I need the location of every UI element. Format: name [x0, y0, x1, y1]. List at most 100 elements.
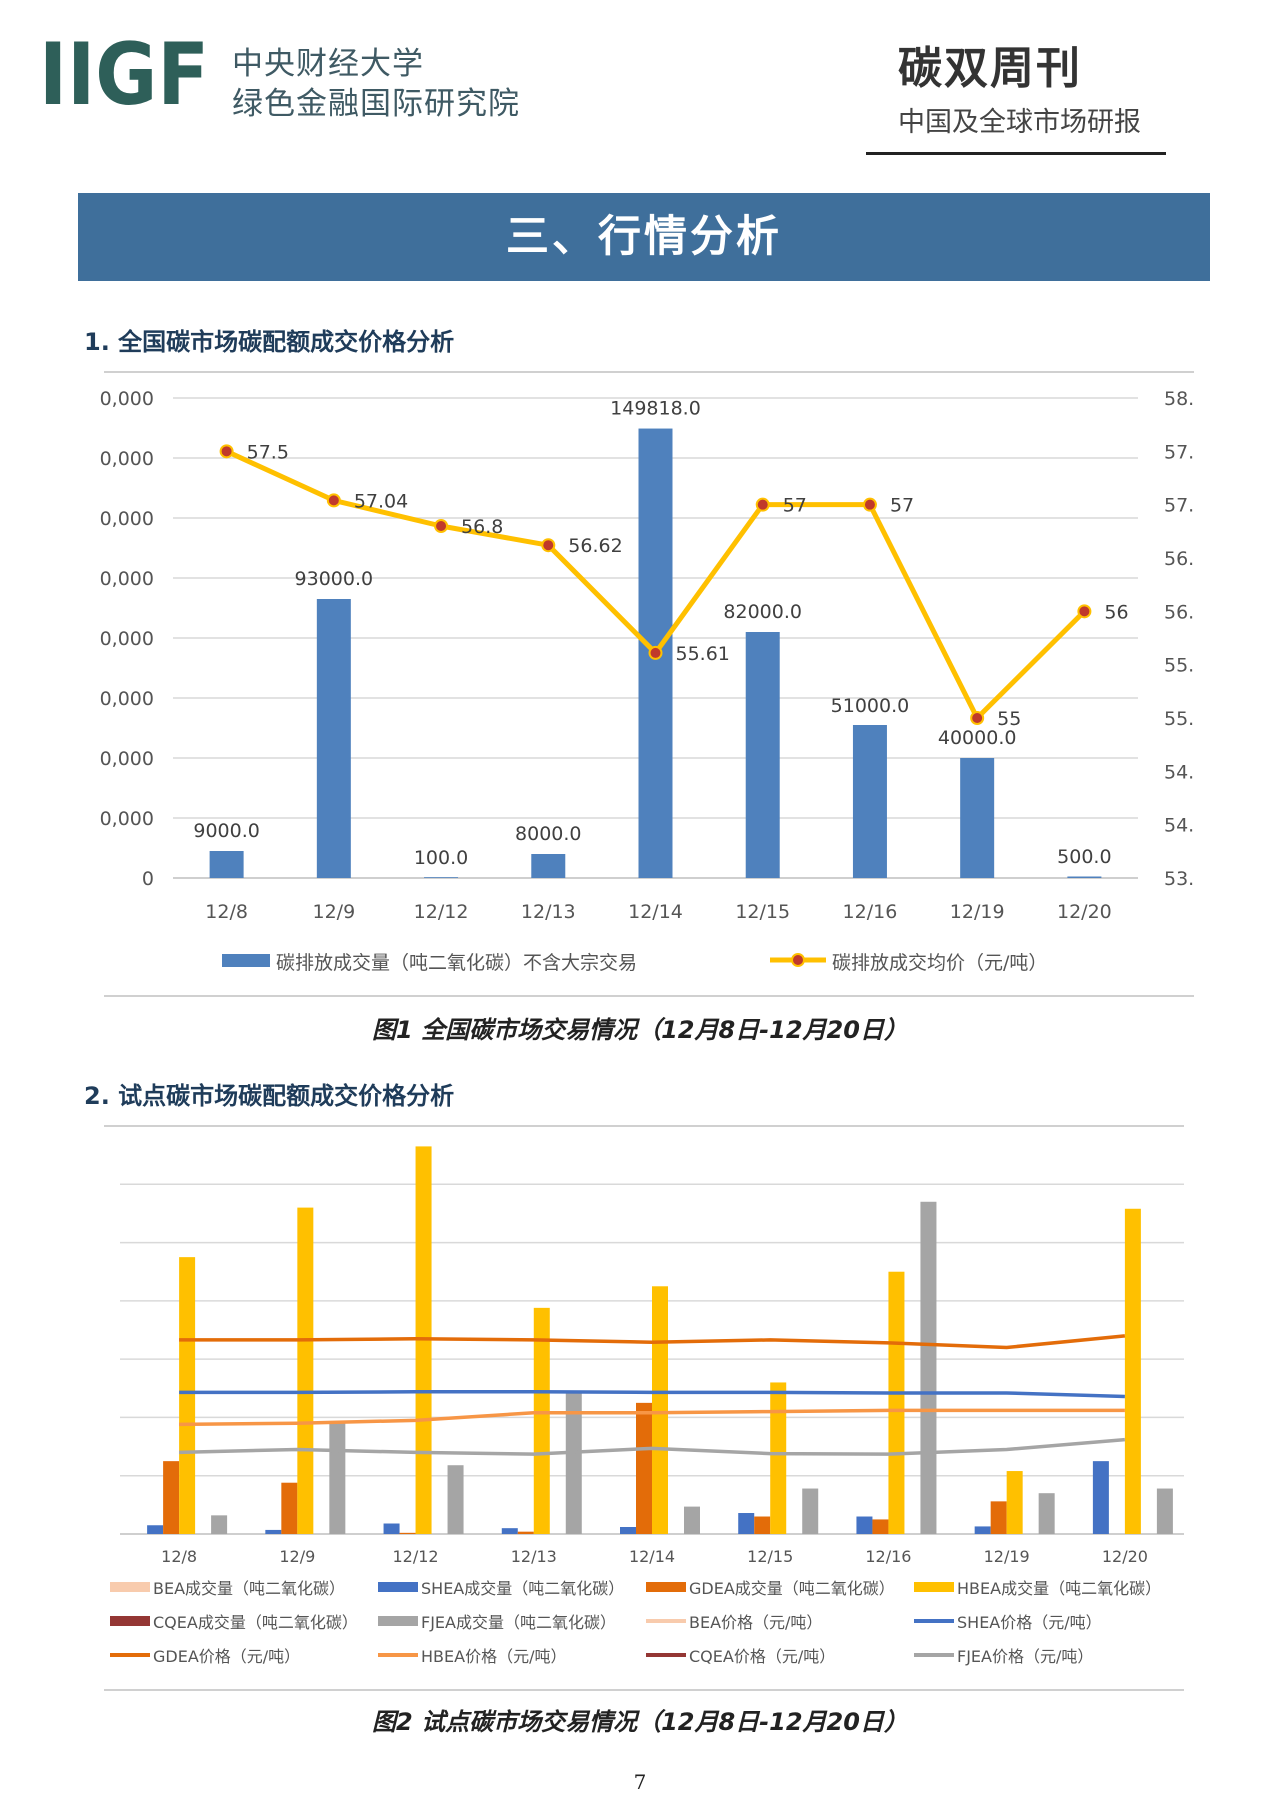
chart1-x-tick: 12/15	[735, 901, 790, 923]
chart1-x-tick: 12/20	[1057, 901, 1112, 923]
chart2-volume-bar	[399, 1532, 416, 1534]
chart2-volume-bar	[565, 1392, 582, 1534]
chart2-volume-bar	[517, 1531, 534, 1534]
chart1-right-tick: 55.	[1164, 655, 1194, 677]
org-name-line2: 绿色金融国际研究院	[232, 86, 520, 122]
chart1-right-tick: 55.	[1164, 708, 1194, 730]
chart1-left-tick: 0,000	[100, 748, 154, 770]
chart1-left-tick: 0,000	[100, 688, 154, 710]
chart2-volume-bar	[684, 1506, 700, 1534]
chart2-volume-bar	[990, 1501, 1007, 1534]
section-banner: 三、行情分析	[78, 193, 1210, 281]
header-rule	[866, 152, 1166, 155]
chart2-volume-bar	[1156, 1488, 1173, 1534]
iigf-logo: IIGF	[39, 38, 209, 108]
chart1-x-tick: 12/13	[521, 901, 576, 923]
chart2-volume-bar	[297, 1207, 314, 1534]
chart1-volume-label: 500.0	[1057, 846, 1111, 868]
chart2-volume-bar	[652, 1286, 668, 1534]
chart1-right-tick: 53.	[1164, 868, 1194, 890]
chart1-price-label: 56	[1104, 601, 1128, 623]
chart1-price-point	[219, 444, 234, 459]
chart1-price-point	[755, 497, 770, 512]
chart1-left-tick: 0,000	[100, 508, 154, 530]
chart1-volume-bar	[960, 758, 995, 878]
chart2-volume-bar	[501, 1528, 518, 1534]
chart2-legend-label: CQEA成交量（吨二氧化碳）	[153, 1613, 358, 1632]
chart1-legend-line-marker	[791, 953, 805, 967]
chart2-x-tick: 12/16	[865, 1547, 911, 1566]
chart1-price-label: 55.61	[676, 643, 730, 665]
chart1-right-tick: 58.	[1164, 388, 1194, 410]
chart1-volume-label: 8000.0	[515, 823, 581, 845]
chart1-left-tick: 0,000	[100, 448, 154, 470]
logo-text: IIGF	[39, 38, 209, 108]
chart2-volume-bar	[754, 1516, 771, 1534]
chart1-right-tick: 54.	[1164, 761, 1194, 783]
chart1-legend-bar-swatch	[222, 954, 270, 967]
chart1-right-tick: 56.	[1164, 601, 1194, 623]
section1-title: 1. 全国碳市场碳配额成交价格分析	[84, 328, 455, 356]
chart2-legend-label: BEA成交量（吨二氧化碳）	[153, 1579, 345, 1598]
chart2-x-tick: 12/14	[629, 1547, 675, 1566]
chart2-price-line	[179, 1390, 1125, 1399]
chart1-volume-bar	[209, 851, 244, 878]
chart1-price-label: 57	[783, 495, 807, 517]
chart2-volume-bar	[636, 1402, 652, 1534]
chart1-price-label: 57	[890, 495, 914, 517]
chart2-volume-bar	[533, 1307, 550, 1534]
chart2-x-tick: 12/12	[393, 1547, 439, 1566]
chart2-volume-bar	[920, 1201, 937, 1534]
figure2-caption: 图2 试点碳市场交易情况（12月8日-12月20日）	[372, 1708, 908, 1736]
chart1-volume-bar	[852, 725, 887, 878]
chart1-right-tick: 57.	[1164, 495, 1194, 517]
chart2-legend-label: BEA价格（元/吨）	[689, 1613, 822, 1632]
chart1-volume-label: 82000.0	[723, 601, 802, 623]
chart1-volume-label: 93000.0	[295, 568, 374, 590]
national-market-chart: 0,000 0,000 0,000 0,000 0,000 0,000 0,000 0,000…	[100, 371, 1194, 997]
chart2-volume-bar	[383, 1523, 400, 1534]
section2-title: 2. 试点碳市场碳配额成交价格分析	[84, 1082, 455, 1110]
chart1-left-tick: 0	[142, 868, 154, 890]
chart2-legend-bar-swatch	[646, 1582, 686, 1592]
chart2-price-line	[179, 1408, 1125, 1427]
chart2-volume-bar	[1092, 1461, 1109, 1534]
chart1-volume-label: 40000.0	[938, 727, 1017, 749]
chart2-legend-label: FJEA价格（元/吨）	[957, 1647, 1093, 1666]
chart1-left-tick: 0,000	[100, 568, 154, 590]
chart1-price-point	[326, 493, 341, 508]
chart1-price-point	[970, 711, 985, 725]
publication-subtitle: 中国及全球市场研报	[898, 107, 1141, 138]
chart2-volume-bar	[802, 1488, 819, 1534]
chart2-legend-bar-swatch	[110, 1616, 150, 1626]
chart1-volume-bar	[424, 877, 459, 878]
chart1-volume-label: 9000.0	[193, 820, 259, 842]
chart2-legend-label: SHEA价格（元/吨）	[957, 1613, 1102, 1632]
chart1-price-label: 55	[997, 708, 1021, 730]
chart2-legend-label: SHEA成交量（吨二氧化碳）	[421, 1579, 624, 1598]
chart2-x-tick: 12/13	[511, 1547, 557, 1566]
chart2-volume-bar	[147, 1525, 164, 1534]
chart1-left-tick: 0,000	[100, 808, 154, 830]
chart2-legend-bar-swatch	[378, 1582, 418, 1592]
chart2-legend-label: GDEA价格（元/吨）	[153, 1647, 300, 1666]
chart2-volume-bar	[447, 1465, 464, 1534]
chart1-x-tick: 12/12	[414, 901, 469, 923]
chart2-volume-bar	[888, 1271, 905, 1534]
chart2-price-line	[179, 1334, 1126, 1350]
chart2-volume-bar	[738, 1513, 755, 1534]
chart1-right-tick: 57.	[1164, 441, 1194, 463]
chart1-x-tick: 12/14	[628, 901, 683, 923]
chart2-legend-bar-swatch	[914, 1582, 954, 1592]
chart1-x-tick: 12/8	[205, 901, 248, 923]
chart1-left-tick: 0,000	[100, 388, 154, 410]
chart1-price-point	[862, 497, 877, 512]
chart2-volume-bar	[281, 1482, 298, 1534]
chart2-x-tick: 12/9	[279, 1547, 315, 1566]
chart1-price-point	[1077, 604, 1092, 619]
chart2-volume-bar	[1038, 1493, 1055, 1534]
chart2-x-tick: 12/15	[747, 1547, 793, 1566]
chart1-price-label: 56.8	[461, 516, 503, 538]
chart2-legend-label: HBEA价格（元/吨）	[421, 1647, 566, 1666]
chart2-volume-bar	[163, 1461, 180, 1534]
